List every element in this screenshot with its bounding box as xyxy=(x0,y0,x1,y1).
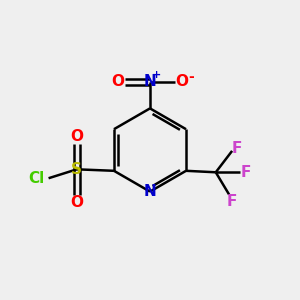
Text: N: N xyxy=(144,74,156,89)
Text: +: + xyxy=(152,70,161,80)
Text: N: N xyxy=(144,184,156,199)
Text: S: S xyxy=(71,162,82,177)
Text: O: O xyxy=(70,129,83,144)
Text: -: - xyxy=(188,70,194,84)
Text: O: O xyxy=(70,194,83,209)
Text: Cl: Cl xyxy=(28,171,44,186)
Text: F: F xyxy=(226,194,237,208)
Text: O: O xyxy=(112,74,125,89)
Text: F: F xyxy=(240,165,251,180)
Text: F: F xyxy=(231,141,242,156)
Text: O: O xyxy=(175,74,188,89)
